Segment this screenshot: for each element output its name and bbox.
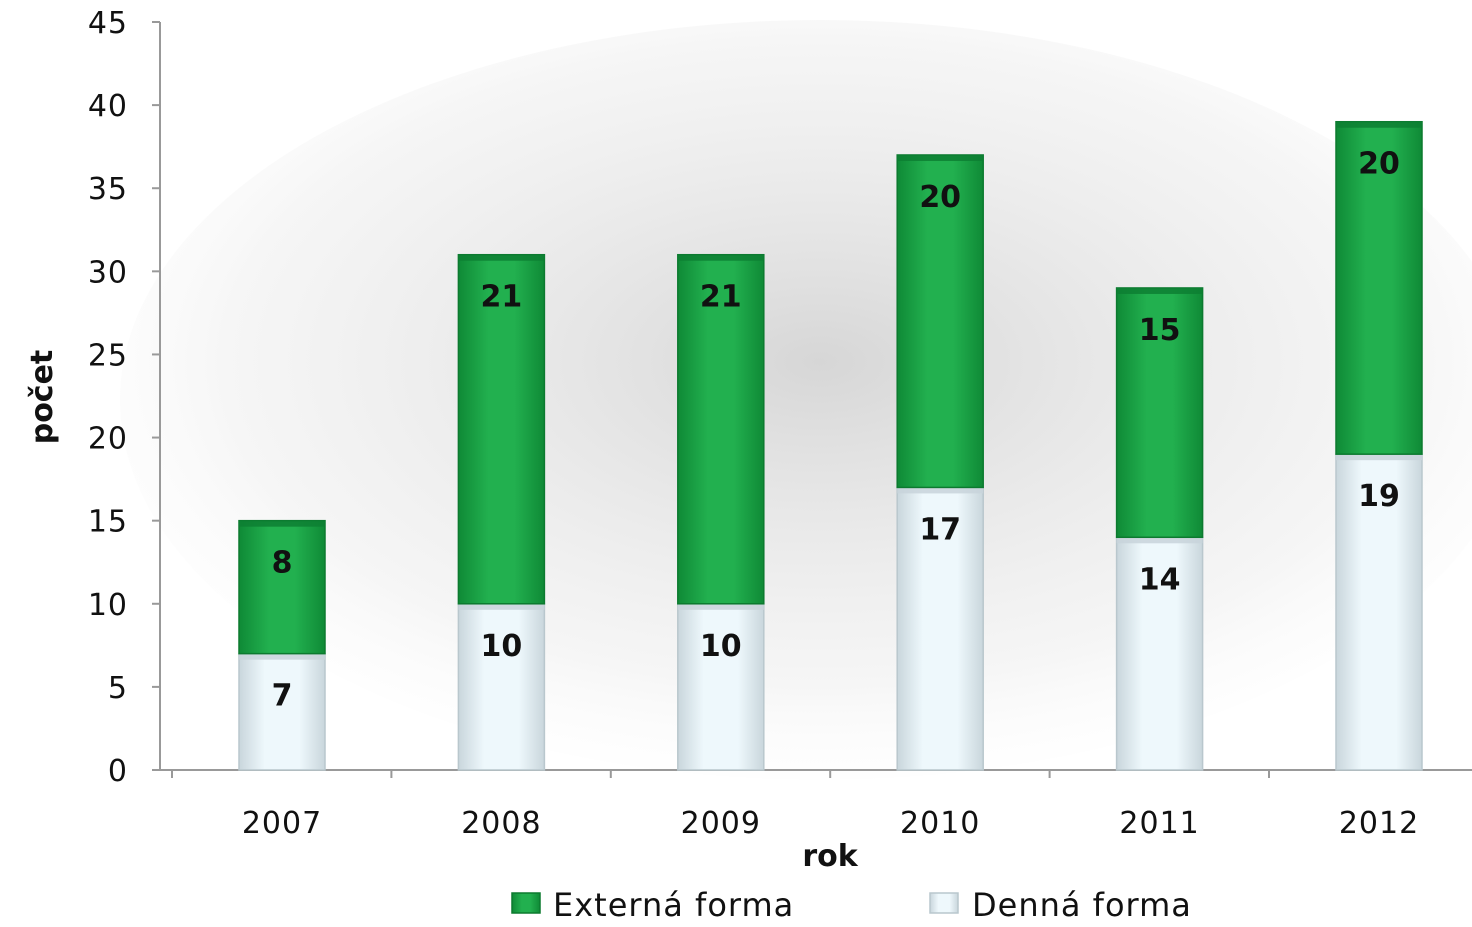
bar-externa-forma (238, 519, 326, 655)
data-label: 15 (1139, 313, 1181, 348)
bars (238, 120, 1423, 771)
data-label: 14 (1139, 562, 1181, 597)
bar-denna-forma (1115, 536, 1204, 771)
bar-top-edge (1336, 454, 1422, 461)
bar-top-edge (677, 254, 764, 261)
data-label: 21 (481, 280, 523, 315)
y-axis: 0 5 10 15 20 25 30 35 40 45 (88, 6, 161, 789)
legend-label: Denná forma (972, 886, 1192, 923)
bar-externa-forma (457, 253, 546, 605)
data-label: 19 (1358, 479, 1400, 514)
x-axis-title: rok (802, 839, 858, 874)
data-labels: 7 8 10 21 10 21 17 20 14 15 19 20 (272, 147, 1400, 714)
y-tick-label: 35 (88, 172, 128, 207)
legend-swatch (929, 892, 959, 914)
y-tick-label: 30 (88, 255, 128, 290)
y-tick-label: 25 (88, 338, 128, 373)
bar-top-edge (897, 154, 984, 161)
bar-externa-forma (1335, 120, 1423, 455)
bar-top-edge (239, 653, 325, 660)
x-tick-label: 2012 (1339, 806, 1419, 841)
x-tick-label: 2009 (681, 806, 761, 841)
data-label: 17 (919, 512, 961, 547)
x-tick-label: 2011 (1119, 806, 1199, 841)
bar-top-edge (239, 520, 325, 527)
bar-top-edge (458, 603, 545, 610)
y-tick-label: 5 (108, 671, 128, 706)
legend-swatch (511, 892, 541, 914)
data-label: 7 (272, 679, 293, 714)
y-tick-label: 40 (88, 89, 128, 124)
data-label: 8 (272, 546, 293, 581)
bar-denna-forma (238, 652, 326, 771)
bar-denna-forma (677, 603, 765, 771)
x-axis: 2007 2008 2009 2010 2011 2012 (160, 769, 1472, 841)
data-label: 21 (700, 280, 742, 315)
legend: Externá forma Denná forma (511, 886, 1192, 924)
data-label: 20 (919, 180, 961, 215)
x-tick-label: 2008 (461, 806, 541, 841)
bar-top-edge (458, 254, 545, 261)
bar-externa-forma (677, 253, 765, 605)
y-tick-label: 20 (88, 422, 128, 457)
bar-top-edge (1336, 121, 1422, 128)
bar-denna-forma (1335, 453, 1423, 771)
y-axis-title: počet (25, 350, 60, 445)
y-tick-label: 0 (108, 754, 128, 789)
y-tick-label: 45 (88, 6, 128, 41)
bar-top-edge (1116, 287, 1203, 294)
bar-top-edge (1116, 537, 1203, 544)
data-label: 10 (700, 629, 742, 664)
y-tick-label: 15 (88, 505, 128, 540)
bar-denna-forma (896, 486, 984, 771)
x-tick-label: 2007 (242, 806, 322, 841)
bar-top-edge (897, 487, 984, 494)
x-tick-label: 2010 (900, 806, 980, 841)
bar-top-edge (677, 603, 764, 610)
bar-externa-forma (1115, 287, 1204, 539)
data-label: 20 (1358, 147, 1400, 182)
data-label: 10 (481, 629, 523, 664)
y-tick-label: 10 (88, 588, 128, 623)
legend-label: Externá forma (553, 886, 794, 923)
